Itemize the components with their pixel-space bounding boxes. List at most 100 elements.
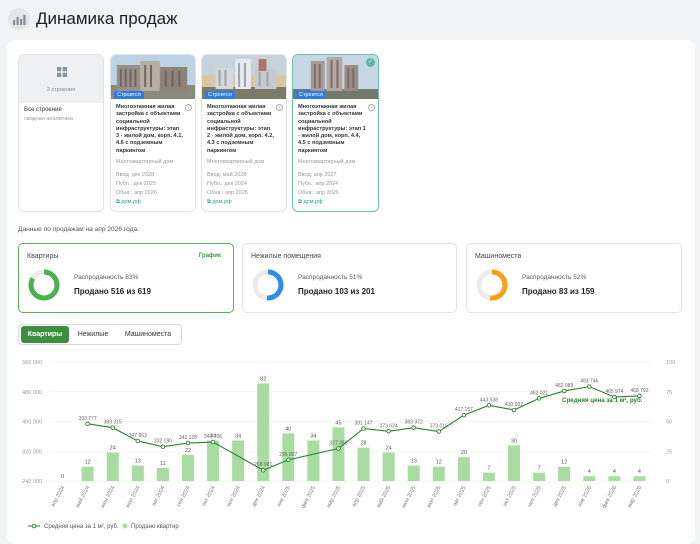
x-tick: май 2024 <box>74 485 91 509</box>
info-icon[interactable]: i <box>368 104 375 111</box>
price-label: 430 932 <box>505 402 523 408</box>
bar <box>181 454 194 481</box>
price-point <box>561 388 567 394</box>
x-tick: окт 2024 <box>201 485 217 507</box>
price-label: 381 147 <box>355 421 373 427</box>
x-tick: янв 2025 <box>276 485 292 508</box>
grid-icon <box>57 67 67 77</box>
bar <box>81 466 94 481</box>
bar-label: 12 <box>561 460 567 466</box>
bar-label: 45 <box>335 420 341 426</box>
sold-count: Продано 103 из 201 <box>298 287 375 296</box>
stat-card-commercial[interactable]: Нежилые помещения Распроданность 51% Про… <box>242 243 457 313</box>
domrf-link[interactable]: ⧉ дом.рф <box>298 199 323 206</box>
price-point <box>436 429 442 434</box>
price-label: 344 706 <box>204 434 222 440</box>
bar-label: 82 <box>260 376 266 382</box>
bar <box>482 472 495 481</box>
price-label: 373 624 <box>380 423 398 429</box>
sold-percent: Распроданность 83% <box>74 274 139 281</box>
bar-label: 20 <box>461 450 467 456</box>
bar-label: 12 <box>85 460 91 466</box>
building-updated: Обнв.: апр 2026 <box>298 190 339 196</box>
y-left-tick: 560 000 <box>22 360 42 366</box>
domrf-link[interactable]: ⧉ дом.рф <box>116 199 141 206</box>
x-tick: сен 2024 <box>176 485 192 508</box>
price-label: 373 016 <box>430 424 448 430</box>
stat-card-parking[interactable]: Машиноместа Распроданность 52% Продано 8… <box>466 243 682 313</box>
sold-donut <box>28 269 60 301</box>
bar <box>608 476 621 481</box>
stat-card-apartments[interactable]: Квартиры График Распроданность 83% Прода… <box>18 243 234 313</box>
chart-link[interactable]: График <box>198 253 221 259</box>
price-point <box>110 425 115 430</box>
external-link-icon: ⧉ <box>207 199 213 205</box>
status-badge: Строится <box>114 91 144 99</box>
bar <box>357 447 370 481</box>
price-label: 443 538 <box>480 397 498 403</box>
bar-label: 4 <box>638 469 641 475</box>
y-right-tick: 0 <box>666 479 669 485</box>
x-tick: апр 2025 <box>351 485 367 508</box>
x-tick: фев 2026 <box>601 485 618 509</box>
x-tick: окт 2025 <box>502 485 518 507</box>
legend-line-label: Средняя цена за 1 м², руб. <box>44 524 119 530</box>
x-tick: ноя 2025 <box>527 485 543 508</box>
tab-parking[interactable]: Машиноместа <box>124 331 172 338</box>
price-label: 347 663 <box>129 433 147 439</box>
page-title: Динамика продаж <box>36 9 178 28</box>
building-updated: Обнв.: апр 2026 <box>116 190 157 196</box>
legend-bar-label: Продано квартир <box>131 524 179 530</box>
price-label: 332 190 <box>154 439 172 445</box>
info-icon[interactable]: i <box>276 104 283 111</box>
bar-label: 24 <box>386 445 392 451</box>
price-point <box>511 407 517 413</box>
status-badge: Строится <box>296 91 326 99</box>
price-label: 393 777 <box>79 416 97 422</box>
all-buildings-thumb: 3 строения <box>19 55 103 103</box>
y-right-tick: 50 <box>666 420 672 426</box>
x-tick: июл 2024 <box>125 485 142 509</box>
y-left-tick: 320 000 <box>22 449 42 455</box>
price-label: 268 981 <box>254 462 272 468</box>
price-point <box>411 425 416 430</box>
buildings-count: 3 строения <box>46 87 76 93</box>
building-card-2[interactable]: Строится Многоэтажная жилая застройка с … <box>201 54 287 212</box>
x-tick: июл 2025 <box>426 485 443 509</box>
data-as-of-note: Данные по продажам на апр 2026 года. <box>18 226 139 233</box>
bar-label: 22 <box>185 448 191 454</box>
bar <box>583 476 596 481</box>
selected-check-icon: ✓ <box>366 58 375 67</box>
bar-label: 24 <box>110 445 116 451</box>
x-tick: ноя 2024 <box>226 485 242 508</box>
bar-label: 4 <box>613 469 616 475</box>
bar-label: 11 <box>160 461 166 467</box>
domrf-link[interactable]: ⧉ дом.рф <box>207 199 232 206</box>
legend-bar-swatch <box>122 523 128 529</box>
price-label: 465 974 <box>605 389 623 395</box>
building-card-1[interactable]: Строится Многоэтажная жилая застройка с … <box>110 54 196 212</box>
bar <box>332 427 345 481</box>
price-point <box>486 403 492 408</box>
bar <box>382 452 395 481</box>
building-commissioning: Ввод: апр 2027 <box>298 172 337 178</box>
stat-title: Нежилые помещения <box>251 253 321 260</box>
tab-apartments[interactable]: Квартиры <box>21 326 69 343</box>
tab-commercial[interactable]: Нежилые <box>77 331 109 338</box>
y-left-tick: 480 000 <box>22 390 42 396</box>
info-icon[interactable]: i <box>185 104 192 111</box>
x-tick: июн 2025 <box>401 485 418 509</box>
sold-donut <box>252 269 284 301</box>
y-right-tick: 25 <box>666 449 672 455</box>
stat-title: Машиноместа <box>475 253 522 260</box>
building-card-3[interactable]: ✓ Строится Многоэтажная жилая застройка … <box>292 54 379 212</box>
x-tick: май 2025 <box>375 485 392 509</box>
x-tick: сен 2025 <box>477 485 493 508</box>
x-tick: янв 2026 <box>577 485 593 508</box>
all-buildings-card[interactable]: 3 строения Все строения сводная аналитик… <box>18 54 104 212</box>
bar <box>407 465 420 481</box>
price-label: 342 128 <box>179 435 197 441</box>
building-commissioning: Ввод: дек 2028 <box>116 172 155 178</box>
y-left-tick: 400 000 <box>22 420 42 426</box>
page-header: Динамика продаж <box>0 0 700 40</box>
